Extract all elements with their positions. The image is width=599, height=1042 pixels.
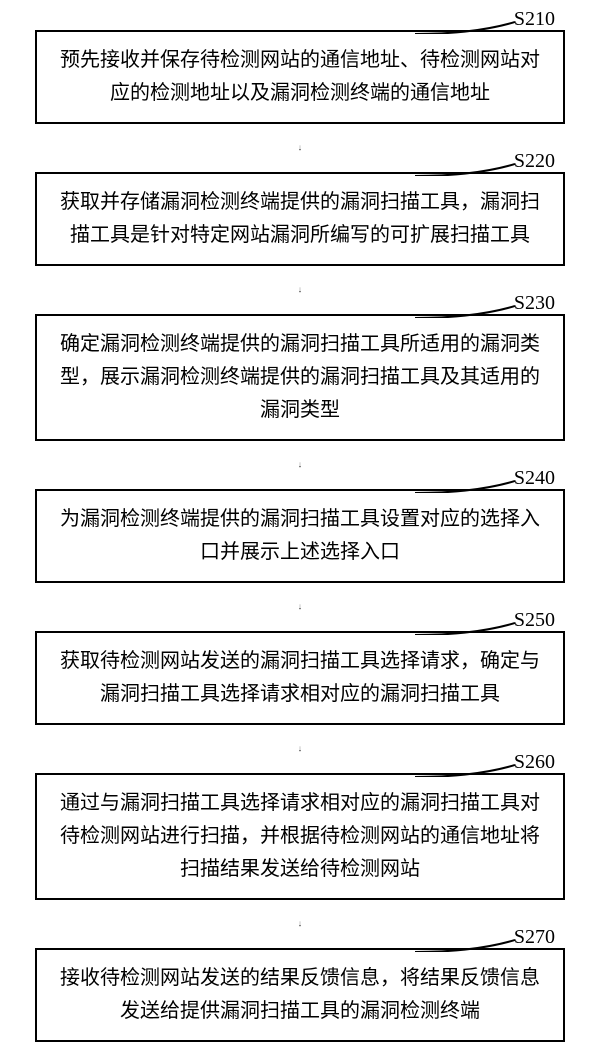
- step-box: 为漏洞检测终端提供的漏洞扫描工具设置对应的选择入口并展示上述选择入口: [35, 489, 565, 583]
- label-connector: [415, 162, 515, 174]
- arrow-down: [299, 441, 301, 489]
- label-connector: [415, 938, 515, 950]
- step-box: 接收待检测网站发送的结果反馈信息，将结果反馈信息发送给提供漏洞扫描工具的漏洞检测…: [35, 948, 565, 1042]
- label-connector: [415, 621, 515, 633]
- label-connector: [415, 763, 515, 775]
- label-connector: [415, 304, 515, 316]
- label-connector: [415, 20, 515, 32]
- arrow-down: [299, 266, 301, 314]
- step-s220: S220获取并存储漏洞检测终端提供的漏洞扫描工具，漏洞扫描工具是针对特定网站漏洞…: [35, 172, 565, 266]
- step-box: 预先接收并保存待检测网站的通信地址、待检测网站对应的检测地址以及漏洞检测终端的通…: [35, 30, 565, 124]
- step-s230: S230确定漏洞检测终端提供的漏洞扫描工具所适用的漏洞类型，展示漏洞检测终端提供…: [35, 314, 565, 441]
- step-label: S210: [514, 8, 555, 31]
- arrow-down: [299, 583, 301, 631]
- step-box: 通过与漏洞扫描工具选择请求相对应的漏洞扫描工具对待检测网站进行扫描，并根据待检测…: [35, 773, 565, 900]
- step-box: 获取待检测网站发送的漏洞扫描工具选择请求，确定与漏洞扫描工具选择请求相对应的漏洞…: [35, 631, 565, 725]
- arrow-down: [299, 900, 301, 948]
- step-s260: S260通过与漏洞扫描工具选择请求相对应的漏洞扫描工具对待检测网站进行扫描，并根…: [35, 773, 565, 900]
- arrow-down: [299, 124, 301, 172]
- step-label: S240: [514, 467, 555, 490]
- label-connector: [415, 479, 515, 491]
- flowchart-container: S210预先接收并保存待检测网站的通信地址、待检测网站对应的检测地址以及漏洞检测…: [35, 30, 565, 1042]
- step-s250: S250获取待检测网站发送的漏洞扫描工具选择请求，确定与漏洞扫描工具选择请求相对…: [35, 631, 565, 725]
- step-box: 获取并存储漏洞检测终端提供的漏洞扫描工具，漏洞扫描工具是针对特定网站漏洞所编写的…: [35, 172, 565, 266]
- step-s270: S270接收待检测网站发送的结果反馈信息，将结果反馈信息发送给提供漏洞扫描工具的…: [35, 948, 565, 1042]
- step-label: S230: [514, 292, 555, 315]
- step-box: 确定漏洞检测终端提供的漏洞扫描工具所适用的漏洞类型，展示漏洞检测终端提供的漏洞扫…: [35, 314, 565, 441]
- step-label: S270: [514, 926, 555, 949]
- arrow-down: [299, 725, 301, 773]
- step-s210: S210预先接收并保存待检测网站的通信地址、待检测网站对应的检测地址以及漏洞检测…: [35, 30, 565, 124]
- step-s240: S240为漏洞检测终端提供的漏洞扫描工具设置对应的选择入口并展示上述选择入口: [35, 489, 565, 583]
- step-label: S250: [514, 609, 555, 632]
- step-label: S260: [514, 751, 555, 774]
- step-label: S220: [514, 150, 555, 173]
